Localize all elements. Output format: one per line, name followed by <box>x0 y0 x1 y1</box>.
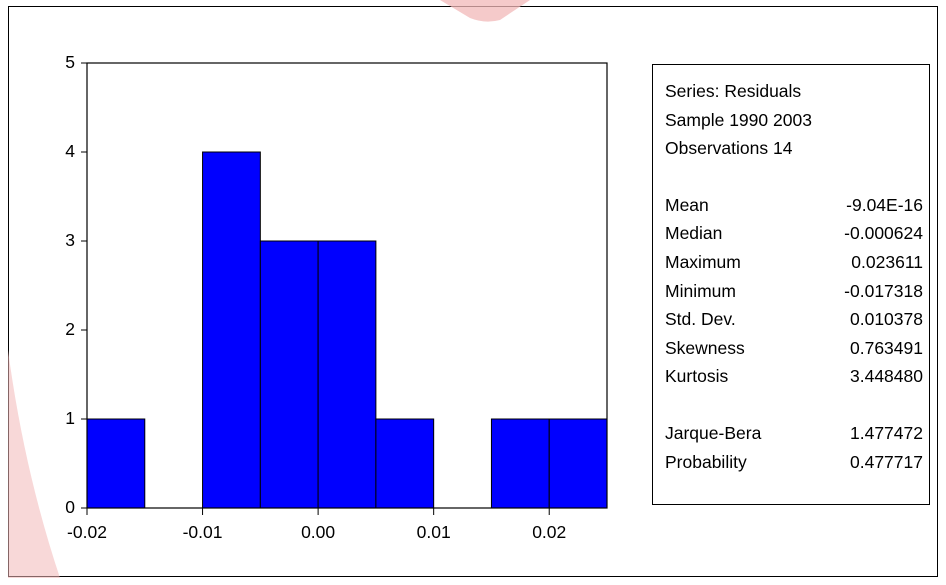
stat-value: -0.017318 <box>844 280 923 301</box>
y-axis: 0 1 2 3 4 5 <box>65 52 87 517</box>
stat-row: Median -0.000624 <box>665 219 923 248</box>
histogram-bar <box>548 418 608 509</box>
x-tick-label: 0.00 <box>301 522 335 542</box>
test-stat-row: Probability 0.477717 <box>665 448 923 477</box>
y-tick-label: 0 <box>65 497 75 517</box>
stat-value: -0.000624 <box>844 223 923 244</box>
test-stat-label: Probability <box>665 451 747 472</box>
x-tick-label: 0.01 <box>417 522 451 542</box>
test-stat-value: 1.477472 <box>850 422 923 443</box>
stat-value: 0.023611 <box>851 251 923 272</box>
stat-value: 3.448480 <box>850 366 923 387</box>
histogram-bar <box>259 240 319 509</box>
stat-label: Skewness <box>665 337 745 358</box>
histogram-bar <box>490 418 550 509</box>
x-tick-label: -0.02 <box>67 522 107 542</box>
stat-label: Kurtosis <box>665 366 729 387</box>
y-tick-label: 1 <box>65 408 75 428</box>
x-tick-label: 0.02 <box>532 522 566 542</box>
histogram-bar <box>202 151 261 509</box>
stats-rows: Mean -9.04E-16 Median -0.000624 Maximum 0.023… <box>665 191 923 391</box>
stats-spacer-1 <box>665 163 923 191</box>
stat-row: Skewness 0.763491 <box>665 334 923 363</box>
histogram-bar <box>317 240 377 509</box>
normality-test-rows: Jarque-Bera 1.477472 Probability 0.477717 <box>665 419 923 476</box>
histogram-bars <box>86 151 608 509</box>
x-tick-label: -0.01 <box>183 522 223 542</box>
histogram-bar <box>375 418 435 509</box>
y-tick-label: 4 <box>65 141 75 161</box>
stat-label: Maximum <box>665 251 741 272</box>
stat-row: Mean -9.04E-16 <box>665 191 923 220</box>
sample-range: Sample 1990 2003 <box>665 109 812 130</box>
test-stat-label: Jarque-Bera <box>665 422 762 443</box>
stat-row: Kurtosis 3.448480 <box>665 362 923 391</box>
stat-row: Minimum -0.017318 <box>665 277 923 306</box>
y-tick-label: 5 <box>65 52 75 72</box>
stat-label: Std. Dev. <box>665 309 736 330</box>
stat-label: Median <box>665 223 723 244</box>
x-axis: -0.02 -0.01 0.00 0.01 0.02 <box>67 508 566 542</box>
stat-label: Minimum <box>665 280 736 301</box>
series-name: Series: Residuals <box>665 81 802 101</box>
plot-area-border <box>86 62 608 509</box>
stat-label: Mean <box>665 194 709 215</box>
y-tick-label: 3 <box>65 230 75 250</box>
observation-count: Observations 14 <box>665 138 793 159</box>
test-stat-value: 0.477717 <box>850 451 923 472</box>
stat-value: -9.04E-16 <box>846 194 923 215</box>
histogram-bar <box>86 418 146 509</box>
stat-row: Std. Dev. 0.010378 <box>665 305 923 334</box>
stat-value: 0.763491 <box>850 337 923 358</box>
stats-spacer-2 <box>665 391 923 419</box>
stat-value: 0.010378 <box>850 309 923 330</box>
descriptive-statistics-box: Series: Residuals Sample 1990 2003 Obser… <box>652 64 930 505</box>
y-tick-label: 2 <box>65 319 75 339</box>
stat-row: Maximum 0.023611 <box>665 248 923 277</box>
test-stat-row: Jarque-Bera 1.477472 <box>665 419 923 448</box>
